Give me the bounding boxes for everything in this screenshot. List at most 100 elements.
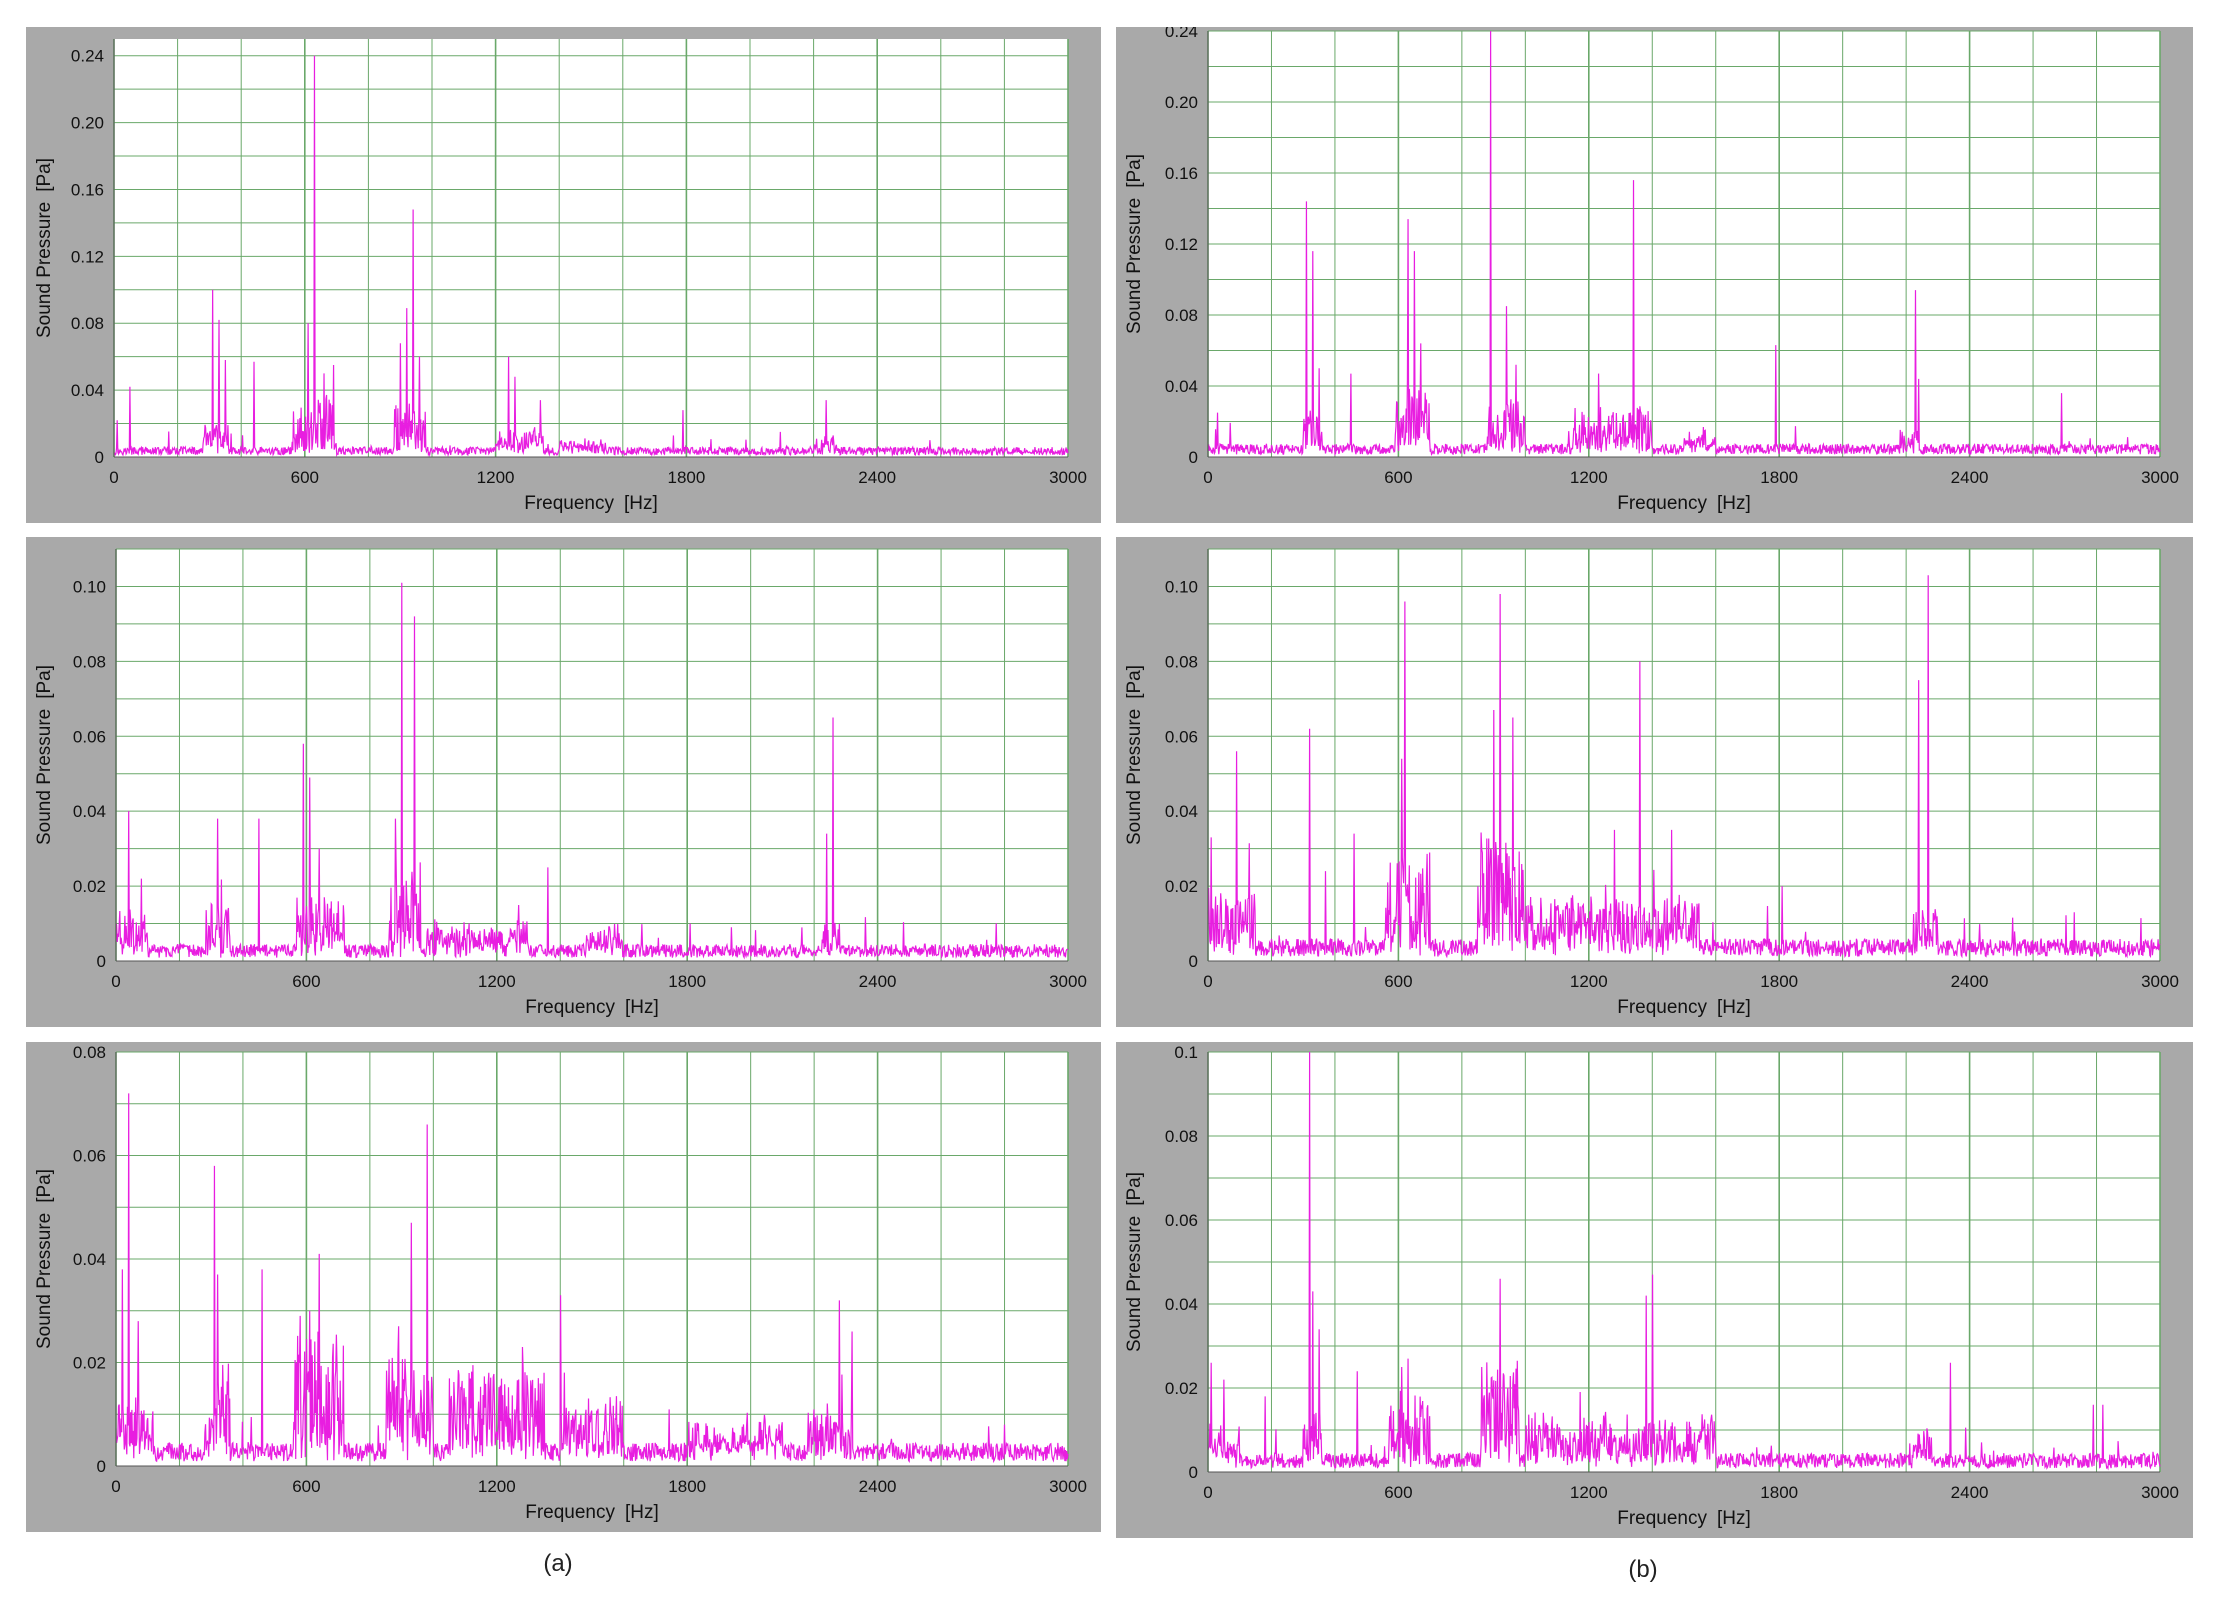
- chart-panel-a1: 0 600 1200 1800 2400 3000 0 0.04 0.08 0.12 0.16 0.2…: [26, 27, 1101, 523]
- y-tick-label: 0: [1189, 1463, 1198, 1482]
- spectrum-chart-b2: 0 600 1200 1800 2400 3000 0 0.02 0.04 0.06 0.08 0.1…: [1124, 548, 2179, 1018]
- y-tick-label: 0.02: [73, 877, 106, 896]
- y-tick-label: 0.02: [1165, 1379, 1198, 1398]
- x-tick-label: 1800: [1760, 1483, 1798, 1502]
- y-tick-label: 0.04: [1165, 1295, 1198, 1314]
- x-tick-label: 1800: [668, 1477, 706, 1496]
- chart-panel-b1: 0 600 1200 1800 2400 3000 0 0.04 0.08 0.12 0.16 0.2…: [1116, 27, 2193, 523]
- x-tick-label: 600: [291, 468, 319, 487]
- y-tick-label: 0.02: [73, 1354, 106, 1373]
- x-tick-label: 2400: [1951, 972, 1989, 991]
- spectrum-series: [115, 582, 1069, 960]
- y-tick-label: 0: [95, 448, 104, 467]
- x-axis-label: Frequency [Hz]: [1617, 493, 1751, 514]
- y-tick-label: 0.10: [73, 577, 106, 596]
- y-tick-label: 0.08: [71, 314, 104, 333]
- y-tick-label: 0.08: [73, 652, 106, 671]
- x-tick-label: 3000: [2141, 972, 2179, 991]
- x-tick-label: 1200: [1570, 468, 1608, 487]
- x-tick-label: 3000: [1049, 1477, 1087, 1496]
- y-tick-label: 0.12: [1165, 235, 1198, 254]
- spectrum-chart-b1: 0 600 1200 1800 2400 3000 0 0.04 0.08 0.12 0.16 0.2…: [1124, 27, 2179, 514]
- y-axis-label: Sound Pressure[Pa]: [1124, 665, 1145, 845]
- y-axis-label: Sound Pressure[Pa]: [34, 1169, 55, 1349]
- y-tick-label: 0.20: [71, 114, 104, 133]
- y-tick-label: 0.16: [71, 180, 104, 199]
- chart-panel-b3: 0 600 1200 1800 2400 3000 0 0.02 0.04 0.06 0.08 0.1…: [1116, 1042, 2193, 1538]
- x-grid: [1207, 549, 2161, 961]
- x-tick-label: 2400: [858, 468, 896, 487]
- y-tick-label: 0.16: [1165, 164, 1198, 183]
- y-tick-label: 0.04: [1165, 802, 1198, 821]
- spectrum-series: [1207, 1051, 2161, 1471]
- y-tick-label: 0.06: [73, 727, 106, 746]
- y-tick-label: 0.10: [1165, 577, 1198, 596]
- y-tick-label: 0.1: [1174, 1043, 1198, 1062]
- x-tick-label: 0: [1203, 468, 1212, 487]
- chart-panel-a2: 0 600 1200 1800 2400 3000 0 0.02 0.04 0.06 0.08 0.1…: [26, 537, 1101, 1027]
- x-tick-label: 1200: [1570, 972, 1608, 991]
- spectrum-series: [1207, 30, 2161, 457]
- x-tick-label: 600: [292, 972, 320, 991]
- x-tick-label: 1800: [1760, 468, 1798, 487]
- y-tick-label: 0.08: [73, 1043, 106, 1062]
- y-tick-label: 0.20: [1165, 93, 1198, 112]
- x-tick-label: 3000: [1049, 468, 1087, 487]
- y-axis-label: Sound Pressure[Pa]: [34, 158, 55, 338]
- x-axis-label: Frequency [Hz]: [1617, 997, 1751, 1018]
- spectrum-series: [1207, 575, 2161, 959]
- y-tick-label: 0.08: [1165, 652, 1198, 671]
- x-tick-label: 1800: [668, 972, 706, 991]
- x-tick-label: 0: [1203, 1483, 1212, 1502]
- plot-area: [1208, 549, 2160, 961]
- x-tick-label: 0: [111, 972, 120, 991]
- y-tick-label: 0.24: [71, 47, 104, 66]
- y-tick-label: 0.08: [1165, 306, 1198, 325]
- y-tick-label: 0: [1189, 448, 1198, 467]
- x-tick-label: 0: [1203, 972, 1212, 991]
- y-axis-label: Sound Pressure[Pa]: [1124, 1172, 1145, 1352]
- y-axis-label: Sound Pressure[Pa]: [1124, 154, 1145, 334]
- y-tick-label: 0.12: [71, 247, 104, 266]
- spectrum-chart-b3: 0 600 1200 1800 2400 3000 0 0.02 0.04 0.06 0.08 0.1…: [1124, 1043, 2179, 1529]
- plot-area: [114, 39, 1068, 457]
- x-tick-label: 600: [1384, 468, 1412, 487]
- y-grid: [1208, 30, 2160, 458]
- spectrum-series: [113, 55, 1069, 458]
- x-axis-label: Frequency [Hz]: [525, 1502, 659, 1523]
- x-axis-label: Frequency [Hz]: [525, 997, 659, 1018]
- spectrum-chart-a3: 0 600 1200 1800 2400 3000 0 0.02 0.04 0.06 0.08 Fre…: [34, 1043, 1087, 1523]
- y-tick-label: 0: [1189, 952, 1198, 971]
- y-tick-label: 0.02: [1165, 877, 1198, 896]
- y-tick-label: 0.04: [73, 1250, 106, 1269]
- x-tick-label: 2400: [1951, 468, 1989, 487]
- y-tick-label: 0.06: [73, 1147, 106, 1166]
- chart-panel-a3: 0 600 1200 1800 2400 3000 0 0.02 0.04 0.06 0.08 Fre…: [26, 1042, 1101, 1532]
- y-grid: [116, 548, 1068, 962]
- y-tick-label: 0.06: [1165, 727, 1198, 746]
- y-tick-label: 0.04: [1165, 377, 1198, 396]
- caption-b: (b): [1628, 1556, 1658, 1583]
- y-tick-label: 0.04: [73, 802, 106, 821]
- x-axis-label: Frequency [Hz]: [524, 493, 658, 514]
- x-grid: [113, 39, 1069, 457]
- x-tick-label: 1800: [667, 468, 705, 487]
- x-tick-label: 600: [1384, 972, 1412, 991]
- spectrum-chart-a1: 0 600 1200 1800 2400 3000 0 0.04 0.08 0.12 0.16 0.2…: [34, 39, 1087, 514]
- spectrum-chart-a2: 0 600 1200 1800 2400 3000 0 0.02 0.04 0.06 0.08 0.1…: [34, 548, 1087, 1018]
- y-tick-label: 0: [97, 1457, 106, 1476]
- spectrum-series: [115, 1093, 1069, 1464]
- x-tick-label: 600: [292, 1477, 320, 1496]
- x-tick-label: 0: [111, 1477, 120, 1496]
- x-tick-label: 1200: [478, 972, 516, 991]
- x-tick-label: 2400: [859, 1477, 897, 1496]
- plot-area: [116, 549, 1068, 961]
- x-tick-label: 3000: [1049, 972, 1087, 991]
- y-axis-label: Sound Pressure[Pa]: [34, 665, 55, 845]
- x-tick-label: 3000: [2141, 468, 2179, 487]
- x-tick-label: 2400: [1951, 1483, 1989, 1502]
- x-tick-label: 2400: [859, 972, 897, 991]
- chart-panel-b2: 0 600 1200 1800 2400 3000 0 0.02 0.04 0.06 0.08 0.1…: [1116, 537, 2193, 1027]
- y-tick-label: 0.24: [1165, 27, 1198, 41]
- x-tick-label: 1200: [478, 1477, 516, 1496]
